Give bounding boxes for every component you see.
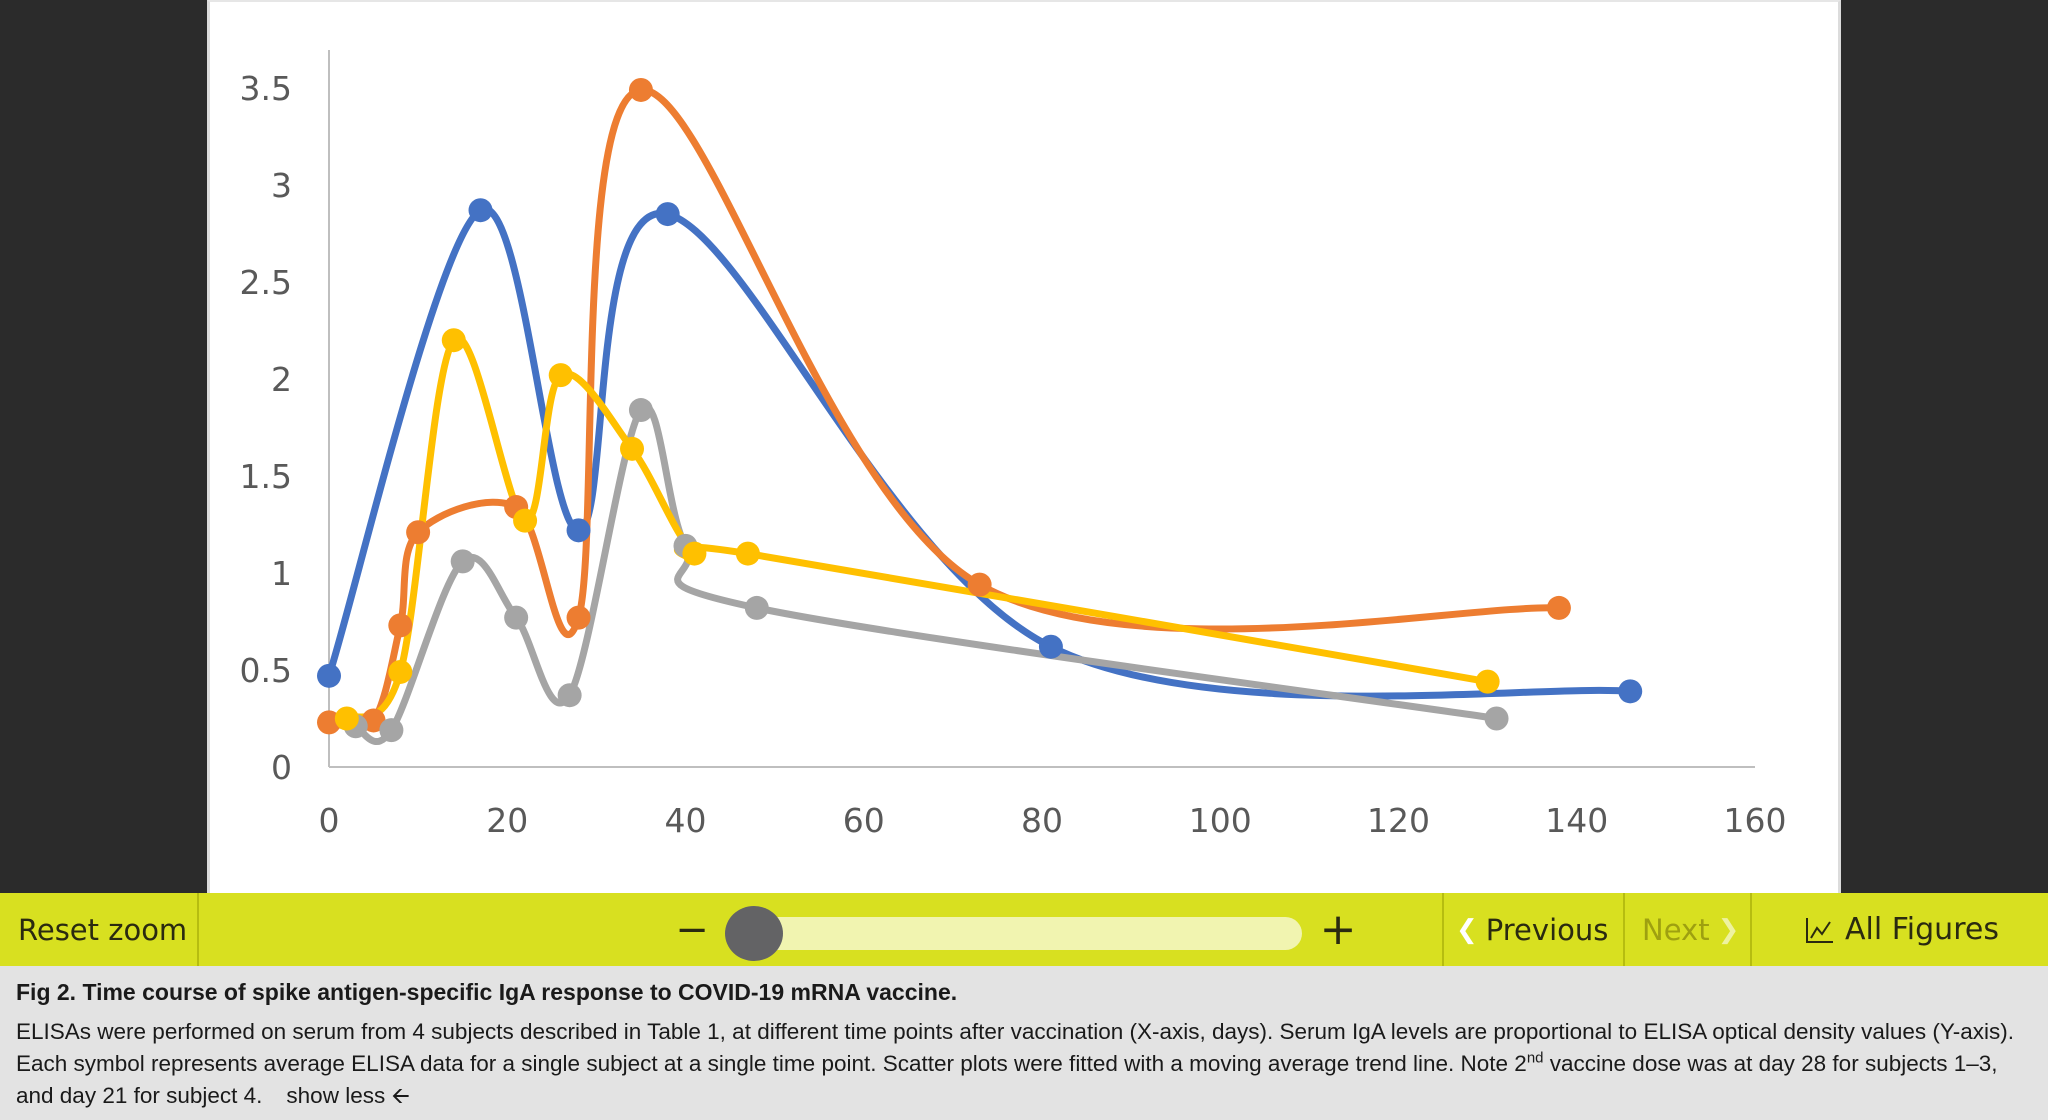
data-point [628,77,653,102]
data-point [1475,669,1500,694]
data-point [1038,634,1063,659]
arrow-left-icon: 🡨 [391,1083,410,1108]
data-point [735,541,760,566]
reset-zoom-label: Reset zoom [18,912,188,947]
data-point [620,436,645,461]
data-point [406,520,431,545]
data-point [1618,679,1643,704]
previous-button[interactable]: ❮ Previous [1456,893,1608,966]
series-markers [317,77,1643,743]
data-point [566,605,591,630]
data-point [379,718,404,743]
figure-toolbar: Reset zoom − + ❮ Previous Next ❯ All Fig… [0,893,2048,966]
zoom-out-button[interactable]: − [672,893,712,966]
data-point [1484,706,1509,731]
next-button[interactable]: Next ❯ [1642,893,1739,966]
x-tick-label: 80 [1021,801,1063,840]
axes [328,50,1755,768]
minus-icon: − [675,906,709,953]
figure-caption: Fig 2. Time course of spike antigen-spec… [0,966,2048,1120]
zoom-slider[interactable] [725,906,1302,961]
zoom-slider-handle[interactable] [725,906,783,961]
data-point [557,683,582,708]
data-point [967,572,992,597]
y-tick-labels: 0 0.5 1 1.5 2 2.5 3 3.5 [240,69,292,787]
x-tick-label: 40 [665,801,707,840]
caption-title: Fig 2. Time course of spike antigen-spec… [16,979,958,1005]
x-tick-label: 100 [1189,801,1252,840]
all-figures-button[interactable]: All Figures [1805,893,1999,966]
data-point [450,549,475,574]
series-line-3 [352,403,1501,745]
y-tick-label: 1 [271,554,292,593]
figure-panel [207,0,1841,893]
x-tick-label: 160 [1724,801,1787,840]
series-line-2 [325,86,1563,732]
data-point [566,518,591,543]
caption-text: ELISAs were performed on serum from 4 su… [16,1019,2015,1076]
data-point [388,613,413,638]
data-point [513,508,538,533]
figure-viewer: 0 20 40 60 80 100 120 140 160 0 0.5 1 1.5 2 2.5 3 3.5 [207,0,1841,893]
data-point [744,595,769,620]
zoom-in-button[interactable]: + [1318,893,1358,966]
caption-text-end: vaccine dose was at day 28 for subjects … [16,1051,1998,1108]
divider [1623,893,1625,966]
all-figures-label: All Figures [1845,912,1999,947]
data-point [317,710,341,735]
data-point [334,706,359,731]
data-point [317,663,341,688]
series-line-1 [325,205,1634,700]
next-label: Next [1642,912,1710,947]
chevron-right-icon: ❯ [1717,914,1740,945]
divider [1442,893,1444,966]
caption-superscript: nd [1526,1049,1544,1067]
data-point [1546,595,1571,620]
y-tick-label: 1.5 [240,457,292,496]
y-tick-label: 2.5 [240,263,292,302]
data-point [628,398,653,423]
y-tick-label: 0 [271,748,292,787]
x-tick-label: 0 [319,801,340,840]
y-tick-label: 3 [271,166,292,205]
data-point [441,328,466,353]
show-less-label: show less [286,1083,386,1108]
x-tick-label: 20 [486,801,528,840]
divider [197,893,199,966]
data-point [548,363,573,388]
x-tick-label: 140 [1545,801,1608,840]
reset-zoom-button[interactable]: Reset zoom [18,893,187,966]
show-less-link[interactable]: show less 🡨 [286,1083,409,1108]
y-tick-label: 3.5 [240,69,292,108]
chart: 0 20 40 60 80 100 120 140 160 0 0.5 1 1.5 2 2.5 3 3.5 [240,50,1787,840]
chevron-left-icon: ❮ [1456,914,1478,945]
data-point [504,605,529,630]
y-tick-label: 2 [271,360,292,399]
series-lines [325,86,1634,745]
data-point [468,198,493,223]
data-point [682,541,707,566]
data-point [388,659,413,684]
line-chart-icon [1806,917,1833,943]
divider [1750,893,1752,966]
x-tick-labels: 0 20 40 60 80 100 120 140 160 [319,801,1787,840]
series-line-4 [343,334,1492,722]
x-tick-label: 120 [1367,801,1430,840]
caption-body: ELISAs were performed on serum from 4 su… [16,1016,2032,1112]
y-tick-label: 0.5 [240,651,292,690]
x-tick-label: 60 [843,801,885,840]
previous-label: Previous [1485,912,1609,947]
data-point [655,202,680,227]
plus-icon: + [1319,904,1357,955]
